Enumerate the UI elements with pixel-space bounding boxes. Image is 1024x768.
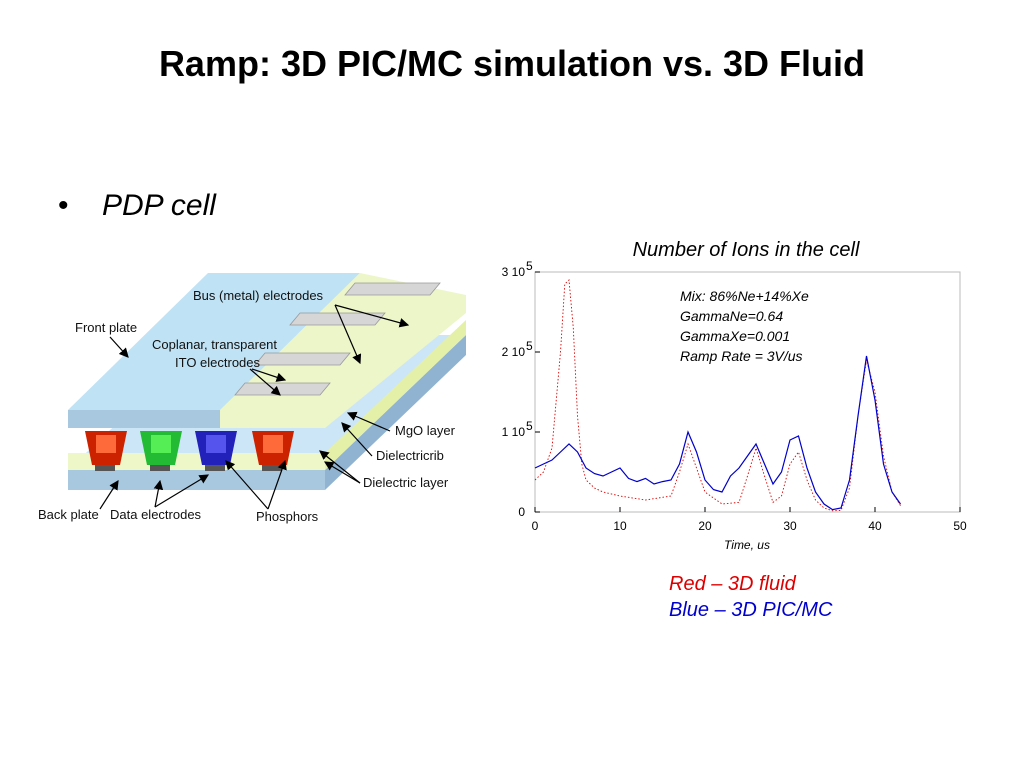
- slide-title: Ramp: 3D PIC/MC simulation vs. 3D Fluid: [158, 43, 866, 84]
- label-dielectric-rib: Dielectricrib: [376, 448, 444, 463]
- ions-chart: 0 10 20 30 40 50 01 10 52 10 53 10 5 Mix: 86%Ne+…: [502, 260, 967, 552]
- annotation-line: Mix: 86%Ne+14%Xe: [680, 288, 809, 304]
- x-tick-label: 40: [868, 519, 882, 533]
- label-ito-line2: ITO electrodes: [175, 355, 261, 370]
- label-phosphors: Phosphors: [256, 509, 319, 524]
- y-tick-exponent: 5: [526, 260, 533, 273]
- plot-frame: [534, 271, 961, 513]
- y-tick-label: 2 10: [502, 345, 526, 359]
- y-tick-label: 3 10: [502, 265, 526, 279]
- x-axis-label: Time, us: [724, 538, 770, 552]
- x-tick-label: 30: [783, 519, 797, 533]
- legend-red: Red – 3D fluid: [669, 573, 796, 595]
- annotation-line: GammaNe=0.64: [680, 308, 783, 324]
- y-tick-exponent: 5: [526, 339, 533, 353]
- phosphor-channels: [85, 431, 294, 465]
- label-bus-electrodes: Bus (metal) electrodes: [193, 288, 324, 303]
- bullet-item: • PDP cell: [58, 186, 216, 226]
- leader-arrows: [99, 304, 410, 510]
- label-ito-line1: Coplanar, transparent: [152, 337, 277, 352]
- pdp-cell-diagram: Front plate Bus (metal) electrodes Copla…: [38, 273, 466, 524]
- front-plate-edge: [68, 410, 220, 428]
- front-plate: [68, 273, 360, 410]
- x-tick-label: 10: [613, 519, 627, 533]
- y-tick-label: 0: [518, 505, 525, 519]
- label-mgo: MgO layer: [395, 423, 456, 438]
- bullet-text: PDP cell: [102, 189, 216, 222]
- label-front-plate: Front plate: [75, 320, 137, 335]
- chart-title: Number of Ions in the cell: [632, 239, 860, 261]
- series-line-picmc: [534, 355, 901, 511]
- x-axis: 0 10 20 30 40 50: [532, 507, 967, 533]
- annotation-line: GammaXe=0.001: [680, 328, 790, 344]
- legend: Red – 3D fluid Blue – 3D PIC/MC: [669, 571, 832, 623]
- x-tick-label: 50: [953, 519, 967, 533]
- back-plate-side: [325, 335, 466, 490]
- series-group: [534, 279, 901, 512]
- label-data-electrodes: Data electrodes: [110, 507, 202, 522]
- dielectric-rib-side: [325, 320, 466, 470]
- label-back-plate: Back plate: [38, 507, 99, 522]
- y-tick-label: 1 10: [502, 425, 526, 439]
- annotations: Mix: 86%Ne+14%Xe GammaNe=0.64 GammaXe=0.00…: [680, 288, 809, 364]
- label-dielectric-layer: Dielectric layer: [363, 475, 449, 490]
- legend-blue: Blue – 3D PIC/MC: [669, 599, 833, 621]
- data-electrodes: [95, 465, 282, 471]
- x-tick-label: 20: [698, 519, 712, 533]
- annotation-line: Ramp Rate = 3V/us: [680, 348, 803, 364]
- y-tick-exponent: 5: [526, 419, 533, 433]
- y-axis: 01 10 52 10 53 10 5: [502, 260, 540, 519]
- bullet-dot: •: [58, 189, 69, 222]
- back-plate: [68, 470, 325, 490]
- x-tick-label: 0: [532, 519, 539, 533]
- ito-electrodes: [234, 282, 441, 396]
- series-line-fluid: [534, 279, 901, 512]
